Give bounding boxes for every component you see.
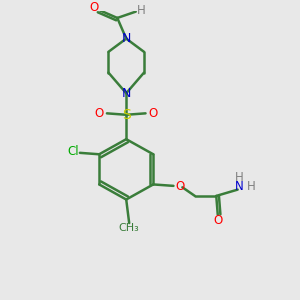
Text: CH₃: CH₃ <box>119 223 140 233</box>
Text: O: O <box>89 1 98 13</box>
Text: O: O <box>213 214 222 227</box>
Text: N: N <box>122 32 131 45</box>
Text: S: S <box>122 108 130 122</box>
Text: H: H <box>235 171 244 184</box>
Text: O: O <box>95 107 104 120</box>
Text: Cl: Cl <box>68 145 79 158</box>
Text: O: O <box>148 107 158 120</box>
Text: N: N <box>122 87 131 100</box>
Text: N: N <box>235 180 244 193</box>
Text: O: O <box>176 180 184 193</box>
Text: H: H <box>247 180 255 193</box>
Text: H: H <box>137 4 146 17</box>
